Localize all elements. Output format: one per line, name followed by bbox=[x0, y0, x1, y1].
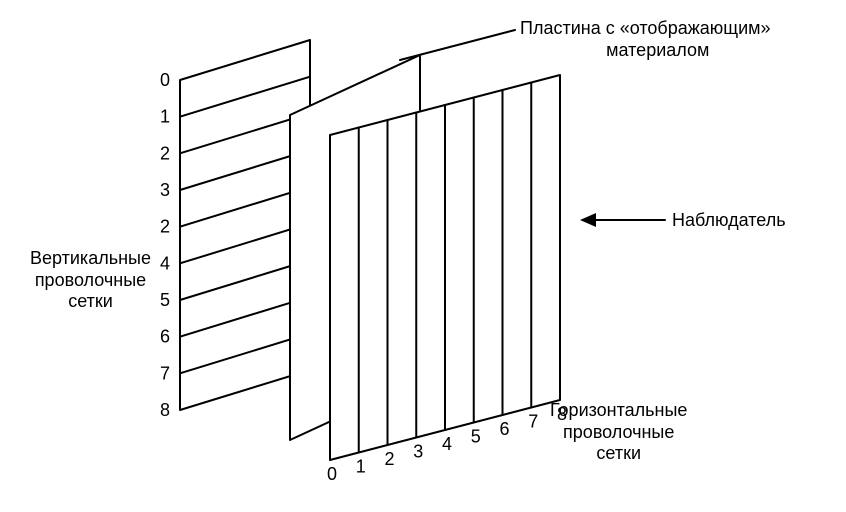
label-bottom: Горизонтальные проволочные сетки bbox=[550, 400, 687, 465]
left-wire-number: 2 bbox=[160, 217, 170, 237]
right-wire-number: 4 bbox=[442, 434, 452, 454]
right-wire-number: 6 bbox=[499, 419, 509, 439]
right-wire-number: 3 bbox=[413, 442, 423, 462]
right-wire-number: 0 bbox=[327, 464, 337, 484]
right-wire-number: 2 bbox=[384, 449, 394, 469]
right-wire-number: 7 bbox=[528, 412, 538, 432]
left-wire-number: 5 bbox=[160, 290, 170, 310]
left-wire-number: 8 bbox=[160, 400, 170, 420]
label-observer: Наблюдатель bbox=[672, 210, 786, 232]
left-wire-number: 1 bbox=[160, 107, 170, 127]
left-wire-number: 0 bbox=[160, 70, 170, 90]
right-wire-number: 1 bbox=[356, 457, 366, 477]
observer-arrow-icon bbox=[580, 213, 596, 227]
left-wire-number: 3 bbox=[160, 180, 170, 200]
left-wire-number: 6 bbox=[160, 327, 170, 347]
label-left: Вертикальные проволочные сетки bbox=[30, 248, 151, 313]
left-wire-number: 7 bbox=[160, 363, 170, 383]
label-plate: Пластина с «отображающим» материалом bbox=[520, 18, 771, 61]
left-wire-number: 2 bbox=[160, 143, 170, 163]
right-wire-number: 5 bbox=[471, 427, 481, 447]
left-wire-number: 4 bbox=[160, 253, 170, 273]
